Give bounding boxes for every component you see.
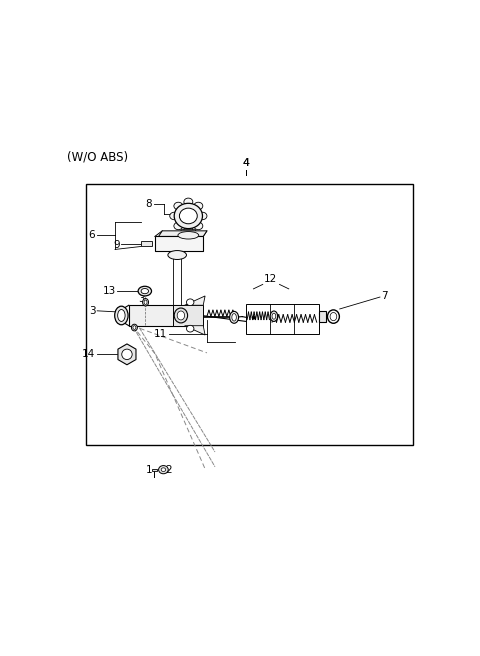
Ellipse shape bbox=[143, 298, 148, 306]
Text: 8: 8 bbox=[145, 199, 152, 209]
Ellipse shape bbox=[174, 308, 188, 323]
Ellipse shape bbox=[186, 299, 194, 306]
Text: 14: 14 bbox=[82, 350, 96, 359]
Ellipse shape bbox=[184, 226, 193, 234]
Text: 2: 2 bbox=[165, 464, 172, 475]
Bar bbox=[319, 311, 326, 322]
Ellipse shape bbox=[132, 324, 137, 331]
Ellipse shape bbox=[174, 203, 203, 228]
Text: 4: 4 bbox=[242, 158, 250, 169]
Ellipse shape bbox=[177, 311, 185, 320]
Ellipse shape bbox=[118, 310, 125, 321]
Ellipse shape bbox=[170, 213, 179, 220]
Ellipse shape bbox=[168, 251, 186, 260]
Ellipse shape bbox=[194, 202, 203, 210]
Ellipse shape bbox=[174, 222, 183, 230]
Ellipse shape bbox=[133, 325, 136, 329]
Text: 7: 7 bbox=[381, 291, 387, 301]
Bar bbox=[152, 468, 156, 471]
Text: 13: 13 bbox=[103, 286, 117, 296]
Polygon shape bbox=[118, 344, 136, 365]
Ellipse shape bbox=[144, 300, 147, 304]
Ellipse shape bbox=[158, 466, 168, 474]
Ellipse shape bbox=[327, 310, 339, 323]
Ellipse shape bbox=[161, 468, 166, 472]
Text: 3: 3 bbox=[89, 306, 96, 316]
Ellipse shape bbox=[122, 349, 132, 359]
Text: 3: 3 bbox=[138, 294, 144, 304]
Bar bbox=[246, 304, 319, 334]
Polygon shape bbox=[129, 305, 202, 325]
Ellipse shape bbox=[229, 312, 239, 323]
Ellipse shape bbox=[178, 232, 199, 239]
Ellipse shape bbox=[174, 202, 183, 210]
Ellipse shape bbox=[232, 314, 236, 321]
Ellipse shape bbox=[330, 312, 337, 321]
Text: 12: 12 bbox=[264, 274, 277, 283]
Ellipse shape bbox=[270, 311, 277, 321]
Polygon shape bbox=[155, 236, 203, 251]
Polygon shape bbox=[185, 325, 205, 335]
Polygon shape bbox=[185, 296, 205, 305]
Text: 9: 9 bbox=[113, 239, 120, 249]
Text: 11: 11 bbox=[154, 329, 167, 339]
Polygon shape bbox=[173, 305, 203, 325]
Ellipse shape bbox=[184, 198, 193, 205]
Ellipse shape bbox=[186, 325, 194, 332]
Text: 1: 1 bbox=[145, 464, 152, 475]
Text: (W/O ABS): (W/O ABS) bbox=[67, 151, 129, 164]
Polygon shape bbox=[181, 230, 196, 235]
Ellipse shape bbox=[115, 306, 128, 325]
Text: 6: 6 bbox=[89, 230, 96, 239]
Ellipse shape bbox=[198, 213, 207, 220]
Ellipse shape bbox=[272, 313, 276, 319]
Polygon shape bbox=[158, 231, 207, 236]
Bar bbox=[86, 184, 413, 445]
Ellipse shape bbox=[194, 222, 203, 230]
Ellipse shape bbox=[138, 286, 152, 296]
Text: 4: 4 bbox=[243, 158, 249, 169]
Ellipse shape bbox=[180, 208, 197, 224]
Polygon shape bbox=[141, 241, 152, 247]
Ellipse shape bbox=[252, 316, 256, 319]
Ellipse shape bbox=[141, 289, 148, 294]
